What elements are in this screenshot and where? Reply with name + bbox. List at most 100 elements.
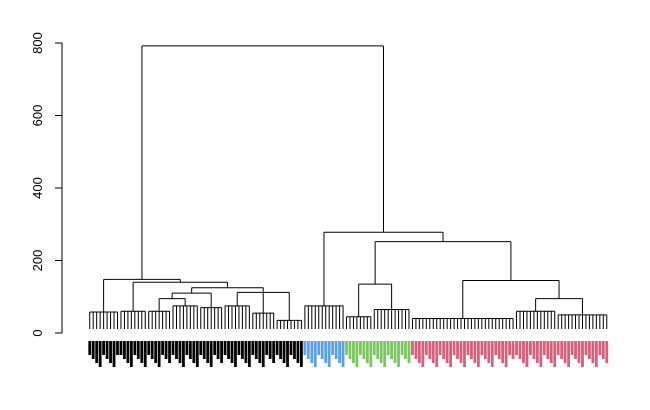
leaf-label <box>234 341 237 367</box>
leaf-label <box>473 341 477 363</box>
leaf-label <box>459 341 463 363</box>
leaf-label <box>504 341 508 367</box>
leaf-label <box>241 341 244 359</box>
leaf-label <box>456 341 459 359</box>
leaf-label <box>574 341 577 359</box>
leaf-label <box>216 341 220 359</box>
y-tick-label: 600 <box>30 105 45 127</box>
leaf-label <box>150 341 154 359</box>
leaf-label <box>300 341 303 367</box>
leaf-label <box>431 341 435 363</box>
leaf-label <box>584 341 588 355</box>
leaf-label <box>230 341 234 363</box>
leaf-label <box>372 341 376 355</box>
leaf-label <box>293 341 296 359</box>
leaf-label <box>518 341 522 359</box>
leaf-label <box>251 341 255 355</box>
leaf-label <box>164 341 168 359</box>
leaf-label <box>414 341 418 359</box>
leaf-label <box>220 341 223 363</box>
leaf-label <box>95 341 99 363</box>
leaf-label <box>598 341 602 355</box>
leaf-label <box>109 341 112 363</box>
leaf-label <box>487 341 491 363</box>
leaf-label <box>588 341 591 359</box>
leaf-label <box>317 341 321 355</box>
leaf-label <box>379 341 383 363</box>
leaf-label <box>529 341 532 355</box>
leaf-label <box>279 341 282 359</box>
leaf-label <box>202 341 206 359</box>
leaf-label <box>123 341 126 359</box>
leaf-label <box>303 341 307 355</box>
leaf-label <box>383 341 387 367</box>
leaf-label <box>539 341 543 367</box>
leaf-label <box>407 341 411 363</box>
leaf-label <box>542 341 546 355</box>
leaf-label <box>185 341 189 355</box>
leaf-label <box>341 341 345 367</box>
leaf-label <box>324 341 328 363</box>
leaf-label <box>393 341 397 363</box>
y-tick-label: 800 <box>30 32 45 54</box>
leaf-label <box>136 341 140 359</box>
leaf-label <box>175 341 178 359</box>
leaf-label <box>209 341 213 367</box>
leaf-label <box>511 341 515 359</box>
leaf-label <box>348 341 352 359</box>
leaf-label <box>390 341 394 359</box>
leaf-label <box>421 341 425 367</box>
leaf-label <box>258 341 262 363</box>
leaf-label <box>376 341 380 359</box>
leaf-label <box>296 341 300 363</box>
leaf-label <box>508 341 512 355</box>
leaf-label <box>449 341 453 367</box>
leaf-label <box>424 341 428 355</box>
leaf-label <box>466 341 470 355</box>
leaf-label <box>140 341 144 363</box>
leaf-label <box>161 341 165 355</box>
leaf-label <box>306 341 310 359</box>
leaf-label <box>605 341 609 363</box>
leaf-label <box>515 341 518 355</box>
leaf-label <box>119 341 123 355</box>
leaf-label <box>546 341 550 359</box>
leaf-label <box>320 341 324 359</box>
leaf-label <box>157 341 161 367</box>
leaf-label <box>331 341 335 355</box>
leaf-label <box>490 341 494 367</box>
y-axis: 0 200 400 600 800 <box>30 32 63 337</box>
leaf-label <box>327 341 331 367</box>
leaf-label <box>532 341 536 359</box>
leaf-label <box>178 341 182 363</box>
leaf-label <box>476 341 480 367</box>
leaf-label <box>355 341 359 367</box>
leaf-label <box>188 341 192 359</box>
leaf-label <box>522 341 525 363</box>
leaf-label <box>154 341 158 363</box>
leaf-label <box>581 341 584 367</box>
leaf-label <box>400 341 404 355</box>
dendrogram <box>89 45 608 329</box>
leaf-label <box>286 341 289 367</box>
leaf-label <box>570 341 574 355</box>
leaf-label <box>105 341 109 359</box>
leaf-label <box>591 341 595 363</box>
leaf-label <box>112 341 116 367</box>
leaf-label <box>386 341 390 355</box>
leaf-label <box>438 341 442 355</box>
leaf-label <box>199 341 203 355</box>
leaf-label <box>272 341 276 363</box>
leaf-label <box>428 341 432 359</box>
leaf-label <box>601 341 605 359</box>
leaf-label <box>445 341 449 363</box>
leaf-label <box>182 341 185 367</box>
leaf-label <box>480 341 484 355</box>
leaf-label <box>463 341 466 367</box>
leaf-label <box>345 341 348 355</box>
leaf-label <box>261 341 265 367</box>
leaf-label <box>404 341 407 359</box>
leaf-label <box>397 341 400 367</box>
leaf-label <box>223 341 227 355</box>
leaf-label <box>282 341 286 363</box>
